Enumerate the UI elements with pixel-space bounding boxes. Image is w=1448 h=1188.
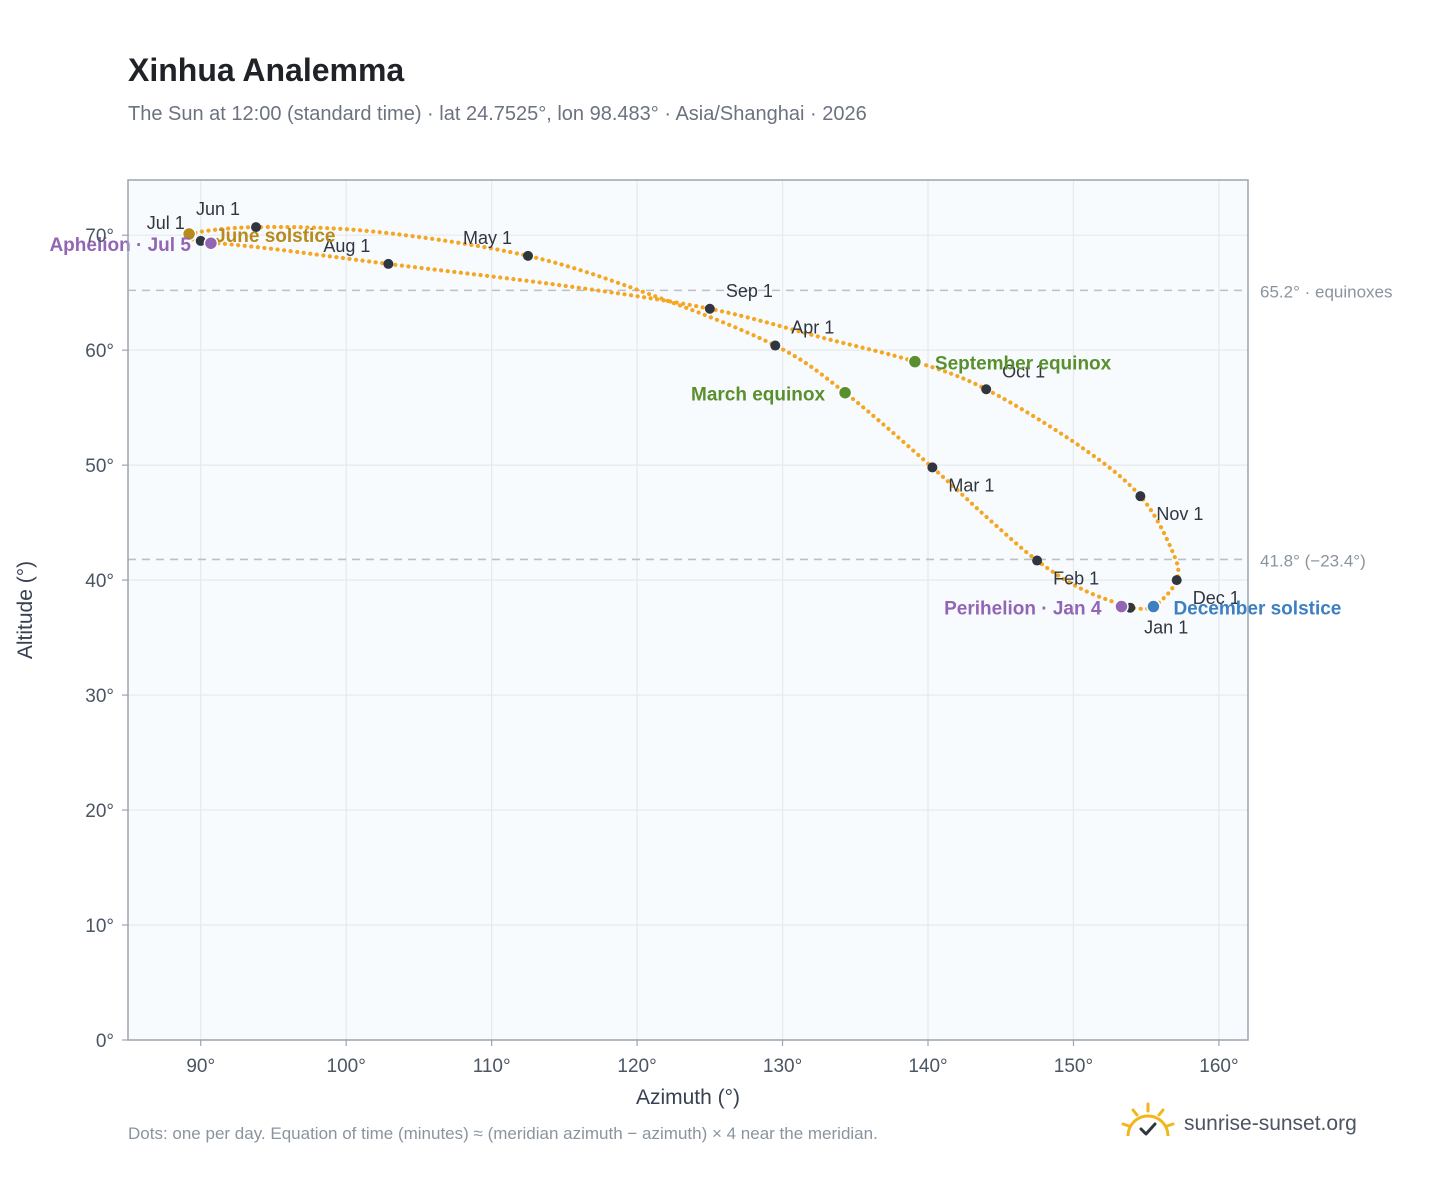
month-marker-dot [523, 250, 533, 261]
month-marker-label: Dec 1 [1193, 588, 1240, 608]
x-tick-label: 90° [186, 1056, 215, 1077]
month-marker-dot [1032, 555, 1043, 566]
event-marker-dot [203, 235, 219, 251]
reference-line-label: 41.8° (−23.4°) [1260, 551, 1366, 570]
month-marker-dot [770, 340, 781, 351]
reference-line-label: 65.2° · equinoxes [1260, 282, 1393, 301]
event-marker-label: Aphelion · Jul 5 [49, 235, 191, 256]
analemma-path [182, 224, 1181, 611]
event-marker-label: Perihelion · Jan 4 [944, 599, 1102, 620]
x-tick-label: 160° [1199, 1056, 1238, 1077]
event-marker-label: March equinox [691, 385, 826, 406]
event-marker-label: September equinox [935, 354, 1112, 375]
chart-subtitle: The Sun at 12:00 (standard time) · lat 2… [128, 103, 867, 125]
x-tick-label: 120° [617, 1056, 656, 1077]
event-marker-dot [1146, 599, 1161, 614]
brand-name: sunrise-sunset.org [1184, 1112, 1357, 1135]
month-marker-dot [981, 384, 992, 395]
event-marker-dot [837, 385, 853, 400]
y-tick-label: 40° [85, 571, 114, 592]
event-marker-label: December solstice [1173, 599, 1341, 620]
month-marker-label: Jun 1 [196, 199, 240, 219]
month-marker-label: Aug 1 [323, 236, 370, 256]
y-tick-label: 30° [85, 686, 114, 707]
month-marker-dot [927, 462, 938, 473]
footnote: Dots: one per day. Equation of time (min… [128, 1124, 878, 1143]
y-tick-label: 70° [85, 226, 114, 247]
reference-lines: 65.2° · equinoxes 41.8° (−23.4°) [128, 282, 1393, 570]
month-marker-dot [1171, 575, 1182, 586]
y-axis-label: Altitude (°) [14, 561, 37, 659]
month-marker-dot [704, 303, 715, 314]
event-markers: March equinox June solstice September equi… [49, 226, 1341, 620]
month-marker-label: Nov 1 [1156, 504, 1203, 524]
y-tick-label: 20° [85, 801, 114, 822]
month-marker-label: Sep 1 [726, 281, 773, 301]
month-marker-label: Jan 1 [1144, 618, 1188, 638]
y-tick-label: 10° [85, 916, 114, 937]
y-tick-label: 60° [85, 341, 114, 362]
month-marker-dot [1135, 491, 1146, 502]
event-marker-label: June solstice [215, 226, 335, 247]
month-markers: Jan 1 Feb 1 Mar 1 Apr 1 May 1 Jun 1 Jul 1 Aug 1… [147, 199, 1240, 638]
axis-ticks: 90° 100° 110° 120° 130° 140° 150° 160° 0° 10° 20° 3… [85, 226, 1238, 1077]
month-marker-label: Mar 1 [948, 475, 994, 495]
x-tick-label: 100° [327, 1056, 366, 1077]
x-tick-label: 110° [473, 1056, 511, 1077]
month-marker-label: Feb 1 [1053, 569, 1099, 589]
x-tick-label: 130° [763, 1056, 802, 1077]
month-marker-dot [195, 235, 206, 246]
sun-check-icon [1120, 1102, 1176, 1147]
x-tick-label: 150° [1054, 1056, 1093, 1077]
month-marker-label: Jul 1 [147, 213, 185, 233]
month-marker-label: Oct 1 [1002, 361, 1045, 381]
month-marker-dot [383, 258, 394, 269]
x-tick-label: 140° [908, 1056, 947, 1077]
plot-frame [127, 179, 1249, 1041]
brand[interactable]: sunrise-sunset.org [1120, 1100, 1357, 1148]
event-marker-dot [181, 226, 197, 242]
plot-background [128, 180, 1248, 1040]
event-marker-dot [907, 354, 923, 369]
month-marker-dot [251, 222, 261, 233]
x-axis-label: Azimuth (°) [636, 1086, 740, 1109]
event-marker-dot [1114, 599, 1129, 614]
y-tick-label: 50° [85, 456, 114, 477]
month-marker-label: May 1 [463, 228, 512, 248]
y-tick-label: 0° [96, 1031, 114, 1052]
month-marker-label: Apr 1 [791, 318, 834, 338]
analemma-curve [182, 224, 1181, 611]
chart-title: Xinhua Analemma [128, 52, 405, 88]
